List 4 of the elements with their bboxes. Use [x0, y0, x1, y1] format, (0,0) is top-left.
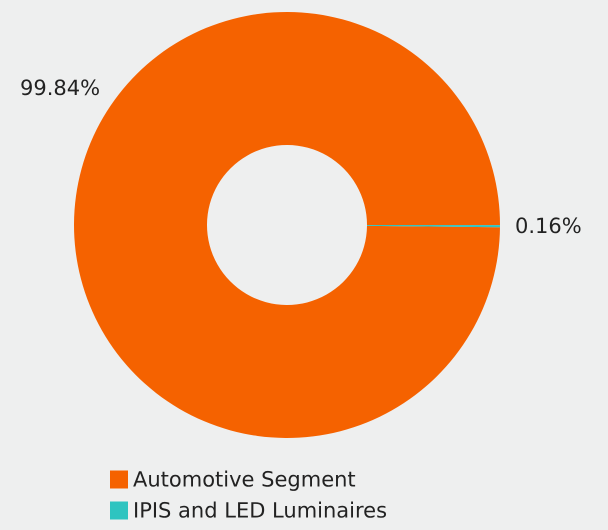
legend-label: Automotive Segment — [133, 468, 356, 492]
legend-label: IPIS and LED Luminaires — [133, 498, 388, 522]
data-label: 0.16% — [514, 214, 582, 238]
data-label: 99.84% — [20, 76, 100, 100]
